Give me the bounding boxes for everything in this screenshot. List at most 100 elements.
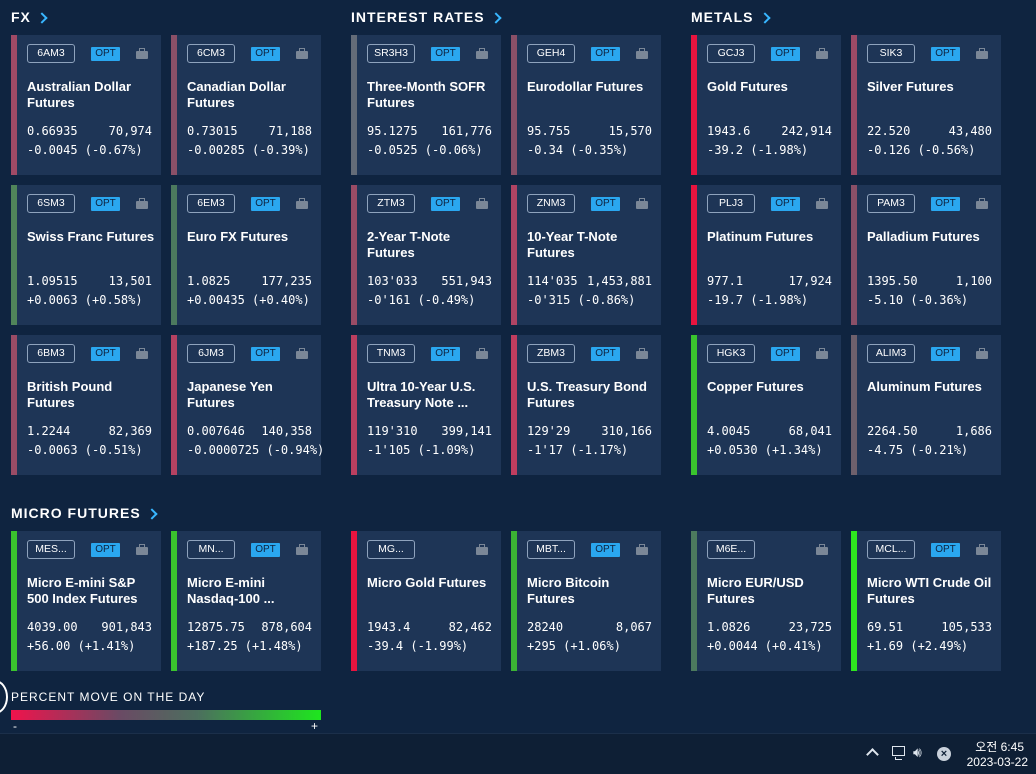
futures-card[interactable]: 6CM3 OPT Canadian Dollar Futures 0.73015 71,… bbox=[171, 35, 321, 175]
briefcase-icon[interactable] bbox=[476, 198, 488, 209]
clock-time[interactable]: 오전 6:45 bbox=[975, 740, 1024, 754]
clock-date[interactable]: 2023-03-22 bbox=[966, 755, 1028, 769]
symbol-badge[interactable]: 6BM3 bbox=[27, 344, 75, 363]
opt-badge[interactable]: OPT bbox=[91, 543, 120, 557]
section-title-metals[interactable]: METALS bbox=[691, 9, 771, 25]
opt-badge[interactable]: OPT bbox=[251, 197, 280, 211]
symbol-badge[interactable]: SIK3 bbox=[867, 44, 915, 63]
briefcase-icon[interactable] bbox=[816, 348, 828, 359]
symbol-badge[interactable]: ALIM3 bbox=[867, 344, 915, 363]
briefcase-icon[interactable] bbox=[136, 544, 148, 555]
futures-card[interactable]: ALIM3 OPT Aluminum Futures 2264.50 1,686 -4.7… bbox=[851, 335, 1001, 475]
opt-badge[interactable]: OPT bbox=[431, 197, 460, 211]
opt-badge[interactable]: OPT bbox=[771, 347, 800, 361]
symbol-badge[interactable]: PAM3 bbox=[867, 194, 915, 213]
opt-badge[interactable]: OPT bbox=[771, 47, 800, 61]
futures-card[interactable]: 6EM3 OPT Euro FX Futures 1.0825 177,235 +0.00… bbox=[171, 185, 321, 325]
briefcase-icon[interactable] bbox=[636, 198, 648, 209]
symbol-badge[interactable]: GCJ3 bbox=[707, 44, 755, 63]
futures-card[interactable]: MCL... OPT Micro WTI Crude Oil Futures 69.5… bbox=[851, 531, 1001, 671]
briefcase-icon[interactable] bbox=[636, 348, 648, 359]
opt-badge[interactable]: OPT bbox=[91, 197, 120, 211]
symbol-badge[interactable]: ZBM3 bbox=[527, 344, 575, 363]
briefcase-icon[interactable] bbox=[636, 48, 648, 59]
briefcase-icon[interactable] bbox=[296, 544, 308, 555]
briefcase-icon[interactable] bbox=[476, 544, 488, 555]
briefcase-icon[interactable] bbox=[296, 198, 308, 209]
futures-card[interactable]: GEH4 OPT Eurodollar Futures 95.755 15,570 -0.… bbox=[511, 35, 661, 175]
opt-badge[interactable]: OPT bbox=[91, 347, 120, 361]
opt-badge[interactable]: OPT bbox=[931, 47, 960, 61]
opt-badge[interactable]: OPT bbox=[931, 347, 960, 361]
briefcase-icon[interactable] bbox=[636, 544, 648, 555]
section-title-micro[interactable]: MICRO FUTURES bbox=[11, 505, 158, 521]
futures-card[interactable]: MES... OPT Micro E-mini S&P 500 Index Futu… bbox=[11, 531, 161, 671]
symbol-badge[interactable]: 6SM3 bbox=[27, 194, 75, 213]
briefcase-icon[interactable] bbox=[816, 198, 828, 209]
futures-card[interactable]: PLJ3 OPT Platinum Futures 977.1 17,924 -19.7 … bbox=[691, 185, 841, 325]
briefcase-icon[interactable] bbox=[816, 544, 828, 555]
briefcase-icon[interactable] bbox=[976, 48, 988, 59]
symbol-badge[interactable]: PLJ3 bbox=[707, 194, 755, 213]
opt-badge[interactable]: OPT bbox=[931, 197, 960, 211]
opt-badge[interactable]: OPT bbox=[91, 47, 120, 61]
opt-badge[interactable]: OPT bbox=[431, 347, 460, 361]
symbol-badge[interactable]: MN... bbox=[187, 540, 235, 559]
symbol-badge[interactable]: MBT... bbox=[527, 540, 575, 559]
futures-card[interactable]: SR3H3 OPT Three-Month SOFR Futures 95.1275 1… bbox=[351, 35, 501, 175]
symbol-badge[interactable]: M6E... bbox=[707, 540, 755, 559]
opt-badge[interactable]: OPT bbox=[251, 347, 280, 361]
futures-card[interactable]: ZNM3 OPT 10-Year T-Note Futures 114'035 1,45… bbox=[511, 185, 661, 325]
briefcase-icon[interactable] bbox=[476, 348, 488, 359]
briefcase-icon[interactable] bbox=[136, 198, 148, 209]
symbol-badge[interactable]: TNM3 bbox=[367, 344, 415, 363]
futures-card[interactable]: 6AM3 OPT Australian Dollar Futures 0.66935 7… bbox=[11, 35, 161, 175]
briefcase-icon[interactable] bbox=[976, 198, 988, 209]
symbol-badge[interactable]: ZTM3 bbox=[367, 194, 415, 213]
briefcase-icon[interactable] bbox=[296, 348, 308, 359]
briefcase-icon[interactable] bbox=[136, 348, 148, 359]
opt-badge[interactable]: OPT bbox=[771, 197, 800, 211]
futures-card[interactable]: PAM3 OPT Palladium Futures 1395.50 1,100 -5.1… bbox=[851, 185, 1001, 325]
futures-card[interactable]: HGK3 OPT Copper Futures 4.0045 68,041 +0.0530… bbox=[691, 335, 841, 475]
futures-card[interactable]: GCJ3 OPT Gold Futures 1943.6 242,914 -39.2 (-… bbox=[691, 35, 841, 175]
opt-badge[interactable]: OPT bbox=[251, 47, 280, 61]
opt-badge[interactable]: OPT bbox=[591, 47, 620, 61]
briefcase-icon[interactable] bbox=[296, 48, 308, 59]
symbol-badge[interactable]: 6JM3 bbox=[187, 344, 235, 363]
futures-card[interactable]: TNM3 OPT Ultra 10-Year U.S. Treasury Note … bbox=[351, 335, 501, 475]
futures-card[interactable]: 6JM3 OPT Japanese Yen Futures 0.007646 140,3… bbox=[171, 335, 324, 475]
symbol-badge[interactable]: MCL... bbox=[867, 540, 915, 559]
symbol-badge[interactable]: ZNM3 bbox=[527, 194, 575, 213]
briefcase-icon[interactable] bbox=[136, 48, 148, 59]
futures-card[interactable]: MBT... OPT Micro Bitcoin Futures 28240 8,067… bbox=[511, 531, 661, 671]
futures-card[interactable]: ZBM3 OPT U.S. Treasury Bond Futures 129'29 3… bbox=[511, 335, 661, 475]
opt-badge[interactable]: OPT bbox=[591, 543, 620, 557]
chevron-up-icon[interactable] bbox=[866, 748, 879, 761]
futures-card[interactable]: ZTM3 OPT 2-Year T-Note Futures 103'033 551,9… bbox=[351, 185, 501, 325]
symbol-badge[interactable]: HGK3 bbox=[707, 344, 755, 363]
opt-badge[interactable]: OPT bbox=[431, 47, 460, 61]
symbol-badge[interactable]: 6EM3 bbox=[187, 194, 235, 213]
futures-card[interactable]: SIK3 OPT Silver Futures 22.520 43,480 -0.126 … bbox=[851, 35, 1001, 175]
futures-card[interactable]: 6BM3 OPT British Pound Futures 1.2244 82,369… bbox=[11, 335, 161, 475]
opt-badge[interactable]: OPT bbox=[591, 197, 620, 211]
futures-card[interactable]: MG... Micro Gold Futures 1943.4 82,462 -39.4… bbox=[351, 531, 501, 671]
futures-card[interactable]: 6SM3 OPT Swiss Franc Futures 1.09515 13,501 +… bbox=[11, 185, 161, 325]
futures-card[interactable]: MN... OPT Micro E-mini Nasdaq-100 ... 12875… bbox=[171, 531, 321, 671]
symbol-badge[interactable]: 6CM3 bbox=[187, 44, 235, 63]
notification-x-icon[interactable]: × bbox=[937, 747, 951, 761]
briefcase-icon[interactable] bbox=[976, 544, 988, 555]
opt-badge[interactable]: OPT bbox=[931, 543, 960, 557]
symbol-badge[interactable]: SR3H3 bbox=[367, 44, 415, 63]
briefcase-icon[interactable] bbox=[816, 48, 828, 59]
volume-icon[interactable]: 🔊︎ bbox=[913, 744, 922, 760]
section-title-interest[interactable]: INTEREST RATES bbox=[351, 9, 502, 25]
symbol-badge[interactable]: MG... bbox=[367, 540, 415, 559]
symbol-badge[interactable]: MES... bbox=[27, 540, 75, 559]
symbol-badge[interactable]: GEH4 bbox=[527, 44, 575, 63]
briefcase-icon[interactable] bbox=[976, 348, 988, 359]
symbol-badge[interactable]: 6AM3 bbox=[27, 44, 75, 63]
opt-badge[interactable]: OPT bbox=[591, 347, 620, 361]
briefcase-icon[interactable] bbox=[476, 48, 488, 59]
